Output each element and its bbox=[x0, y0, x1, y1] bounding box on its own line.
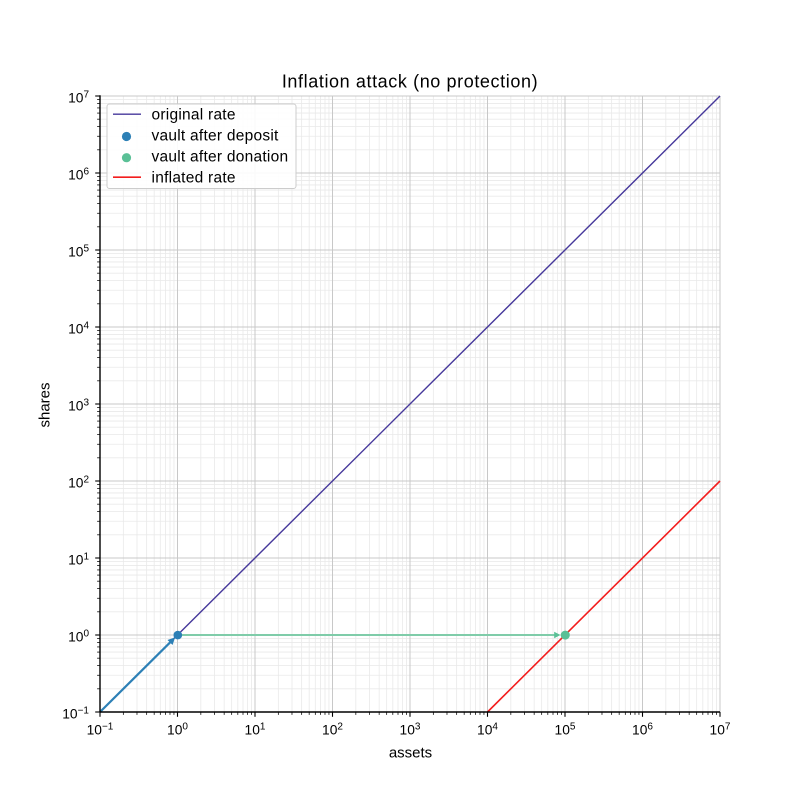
svg-text:assets: assets bbox=[389, 745, 432, 762]
svg-text:vault after deposit: vault after deposit bbox=[152, 127, 280, 144]
svg-text:vault after donation: vault after donation bbox=[152, 148, 289, 165]
svg-text:original rate: original rate bbox=[152, 106, 236, 123]
svg-text:shares: shares bbox=[37, 382, 54, 427]
svg-text:inflated rate: inflated rate bbox=[152, 169, 236, 186]
svg-text:Inflation attack (no protectio: Inflation attack (no protection) bbox=[282, 72, 538, 92]
